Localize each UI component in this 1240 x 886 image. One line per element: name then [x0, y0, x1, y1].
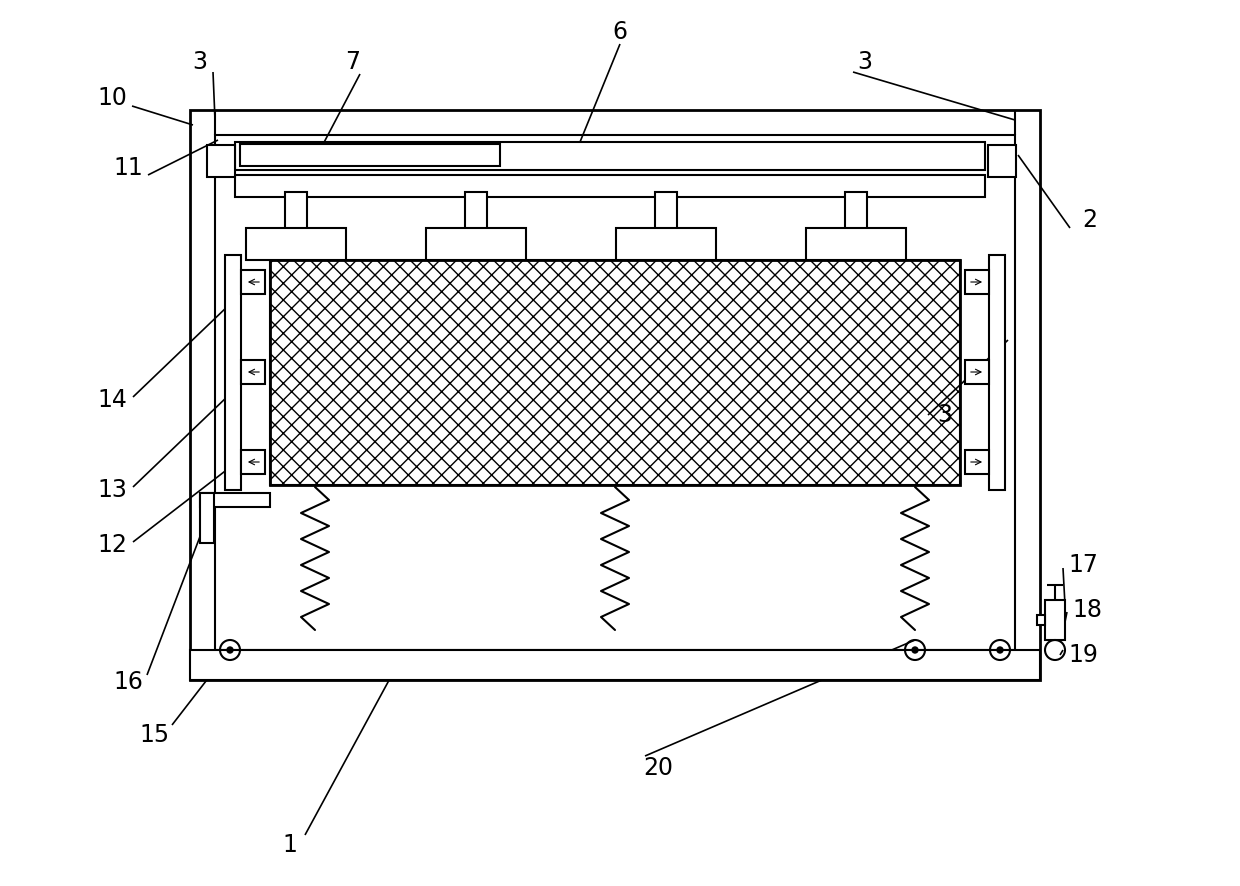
- Text: 11: 11: [113, 156, 143, 180]
- Bar: [207, 145, 236, 177]
- Text: 10: 10: [97, 86, 126, 110]
- Circle shape: [227, 647, 233, 653]
- Bar: [270, 260, 960, 485]
- Bar: [655, 192, 677, 230]
- Text: 16: 16: [113, 670, 143, 694]
- Bar: [200, 493, 270, 507]
- Bar: [236, 175, 985, 197]
- Text: 7: 7: [346, 50, 361, 74]
- Circle shape: [997, 647, 1003, 653]
- Text: 2: 2: [1083, 208, 1097, 232]
- Bar: [1037, 615, 1045, 625]
- Text: 13: 13: [97, 478, 126, 502]
- Bar: [190, 110, 1040, 680]
- Bar: [965, 360, 990, 384]
- Text: 3: 3: [858, 50, 873, 74]
- Bar: [241, 270, 265, 294]
- Bar: [270, 260, 960, 485]
- Text: 3: 3: [192, 50, 207, 74]
- Bar: [224, 255, 241, 490]
- Text: 14: 14: [97, 388, 126, 412]
- Text: 20: 20: [644, 756, 673, 780]
- Text: 17: 17: [1068, 553, 1097, 577]
- Bar: [236, 142, 985, 170]
- Bar: [616, 228, 715, 260]
- Bar: [200, 493, 215, 543]
- Bar: [241, 360, 265, 384]
- Bar: [806, 228, 906, 260]
- Bar: [1045, 600, 1065, 640]
- Bar: [241, 144, 500, 166]
- Bar: [990, 255, 1004, 490]
- Circle shape: [911, 647, 918, 653]
- Bar: [246, 228, 346, 260]
- Text: 15: 15: [140, 723, 170, 747]
- Bar: [988, 145, 1016, 177]
- Bar: [965, 450, 990, 474]
- Text: 19: 19: [1068, 643, 1097, 667]
- Text: 12: 12: [97, 533, 126, 557]
- Bar: [465, 192, 487, 230]
- Text: 1: 1: [283, 833, 298, 857]
- Text: 6: 6: [613, 20, 627, 44]
- Bar: [285, 192, 308, 230]
- Bar: [241, 450, 265, 474]
- Bar: [965, 270, 990, 294]
- Bar: [427, 228, 526, 260]
- Bar: [215, 135, 1016, 655]
- Text: 3: 3: [937, 403, 952, 427]
- Bar: [844, 192, 867, 230]
- Bar: [190, 650, 1040, 680]
- Text: 18: 18: [1073, 598, 1102, 622]
